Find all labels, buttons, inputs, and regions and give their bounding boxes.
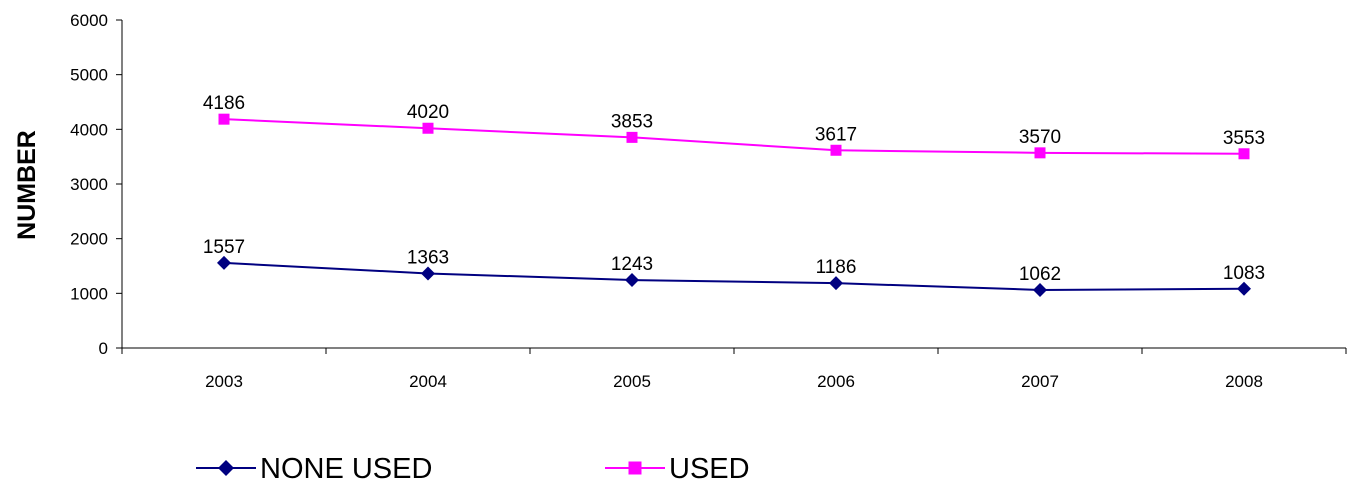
data-point xyxy=(1034,147,1046,159)
y-tick-label: 6000 xyxy=(70,11,108,30)
data-label: 3617 xyxy=(815,124,857,145)
legend-marker xyxy=(218,460,234,476)
data-label: 3553 xyxy=(1223,128,1265,149)
y-tick-label: 3000 xyxy=(70,175,108,194)
y-tick-label: 1000 xyxy=(70,284,108,303)
data-label: 1557 xyxy=(203,237,245,258)
data-point xyxy=(1237,281,1251,296)
y-tick-label: 4000 xyxy=(70,120,108,139)
data-label: 1083 xyxy=(1223,263,1265,284)
data-label: 1363 xyxy=(407,247,449,268)
data-point xyxy=(830,144,842,156)
x-tick-label: 2008 xyxy=(1225,372,1263,391)
data-label: 1186 xyxy=(816,257,857,278)
data-label: 4186 xyxy=(203,93,245,114)
x-tick-label: 2006 xyxy=(817,372,855,391)
y-tick-label: 0 xyxy=(99,339,108,358)
y-tick-label: 2000 xyxy=(70,230,108,249)
y-tick-label: 5000 xyxy=(70,66,108,85)
data-point xyxy=(626,131,638,143)
x-tick-label: 2003 xyxy=(205,372,243,391)
series-line-1 xyxy=(223,118,1245,155)
data-label: 4020 xyxy=(407,102,449,123)
data-label: 3853 xyxy=(611,111,653,132)
legend-label: NONE USED xyxy=(260,453,432,483)
data-point xyxy=(1033,282,1047,297)
data-point xyxy=(422,122,434,134)
data-point xyxy=(1238,148,1250,160)
legend-marker xyxy=(628,461,642,475)
data-label: 1062 xyxy=(1019,264,1061,285)
data-point xyxy=(421,266,435,281)
series-line-0 xyxy=(223,261,1245,291)
legend-label: USED xyxy=(669,453,750,483)
x-tick-label: 2007 xyxy=(1021,372,1059,391)
data-point xyxy=(217,255,231,270)
data-point xyxy=(625,273,639,288)
data-point xyxy=(829,276,843,291)
data-point xyxy=(218,113,230,125)
data-label: 3570 xyxy=(1019,127,1061,148)
data-label: 1243 xyxy=(611,254,653,275)
x-tick-label: 2005 xyxy=(613,372,651,391)
x-tick-label: 2004 xyxy=(409,372,447,391)
y-axis-title: NUMBER xyxy=(13,130,41,240)
